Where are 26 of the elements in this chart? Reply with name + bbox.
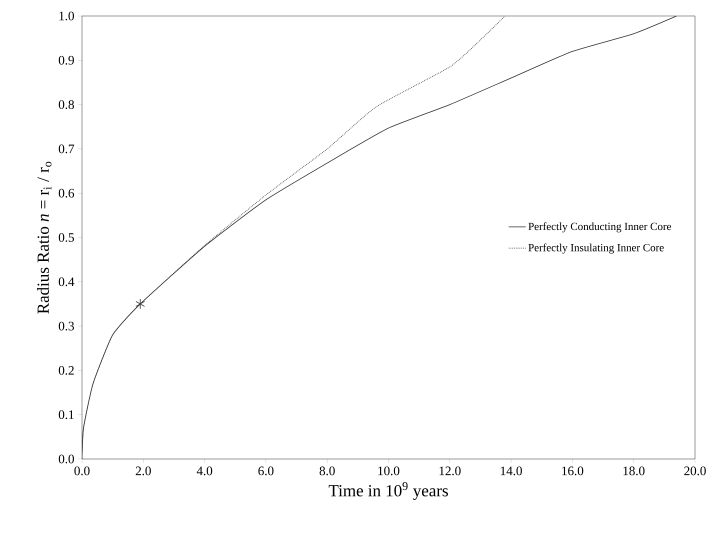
y-axis-title: Radius Ratio n = r$_{i}$ / r$_{o}$ — [37, 162, 52, 314]
legend-label: Perfectly Conducting Inner Core — [528, 222, 672, 232]
x-tick-label: 10.0 — [378, 466, 400, 476]
x-tick-label: 4.0 — [196, 466, 212, 476]
y-tick-label: 0.5 — [58, 233, 74, 242]
y-tick-label: 0.3 — [58, 322, 74, 330]
legend-label: Perfectly Insulating Inner Core — [528, 243, 664, 254]
y-tick-label: 0.6 — [58, 188, 74, 198]
y-tick-label: 0.0 — [58, 454, 74, 464]
y-tick-label: 0.9 — [58, 56, 74, 65]
x-tick-label: 16.0 — [562, 466, 584, 476]
y-tick-label: 0.7 — [58, 144, 74, 154]
x-tick-label: 12.0 — [440, 466, 461, 476]
x-tick-label: 20.0 — [684, 466, 706, 476]
x-tick-label: 8.0 — [320, 466, 335, 476]
x-tick-label: 14.0 — [500, 466, 522, 476]
y-tick-label: 0.2 — [58, 366, 74, 375]
x-tick-label: 6.0 — [258, 466, 274, 476]
y-tick-label: 0.4 — [58, 277, 74, 286]
x-tick-label: 2.0 — [136, 466, 151, 476]
x-axis-title: Time in 10$^{9}$ years — [328, 482, 448, 500]
y-tick-label: 0.1 — [58, 410, 74, 420]
x-tick-label: 18.0 — [624, 466, 645, 476]
x-tick-label: 0.0 — [74, 466, 90, 476]
y-tick-label: 1.0 — [59, 12, 74, 20]
y-tick-label: 0.8 — [58, 100, 74, 109]
